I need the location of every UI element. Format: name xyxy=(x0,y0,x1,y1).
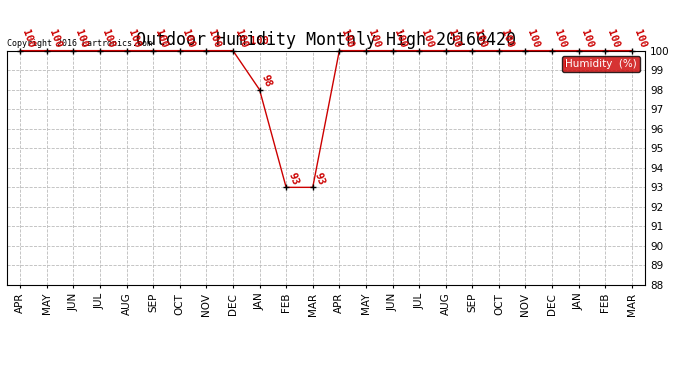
Text: 100: 100 xyxy=(552,28,568,50)
Text: 100: 100 xyxy=(366,28,382,50)
Text: 100: 100 xyxy=(605,28,621,50)
Text: 100: 100 xyxy=(180,28,195,50)
Text: 100: 100 xyxy=(579,28,595,50)
Text: 100: 100 xyxy=(126,28,142,50)
Text: 100: 100 xyxy=(339,28,355,50)
Text: 100: 100 xyxy=(472,28,488,50)
Text: 100: 100 xyxy=(499,28,515,50)
Text: 93: 93 xyxy=(313,171,326,186)
Text: 100: 100 xyxy=(233,28,249,50)
Text: 100: 100 xyxy=(100,28,116,50)
Text: 100: 100 xyxy=(526,28,541,50)
Text: 100: 100 xyxy=(153,28,169,50)
Text: 100: 100 xyxy=(73,28,89,50)
Text: Copyright 2016 Cartronics.com: Copyright 2016 Cartronics.com xyxy=(7,39,152,48)
Text: 100: 100 xyxy=(206,28,222,50)
Text: 93: 93 xyxy=(286,171,300,186)
Text: 100: 100 xyxy=(419,28,435,50)
Text: 100: 100 xyxy=(47,28,63,50)
Text: 100: 100 xyxy=(20,28,36,50)
Text: 100: 100 xyxy=(393,28,408,50)
Text: 100: 100 xyxy=(446,28,462,50)
Legend: Humidity  (%): Humidity (%) xyxy=(562,56,640,72)
Text: 100: 100 xyxy=(632,28,648,50)
Text: 100: 100 xyxy=(250,36,268,46)
Title: Outdoor Humidity Monthly High 20160420: Outdoor Humidity Monthly High 20160420 xyxy=(136,31,516,49)
Text: 98: 98 xyxy=(259,74,273,89)
